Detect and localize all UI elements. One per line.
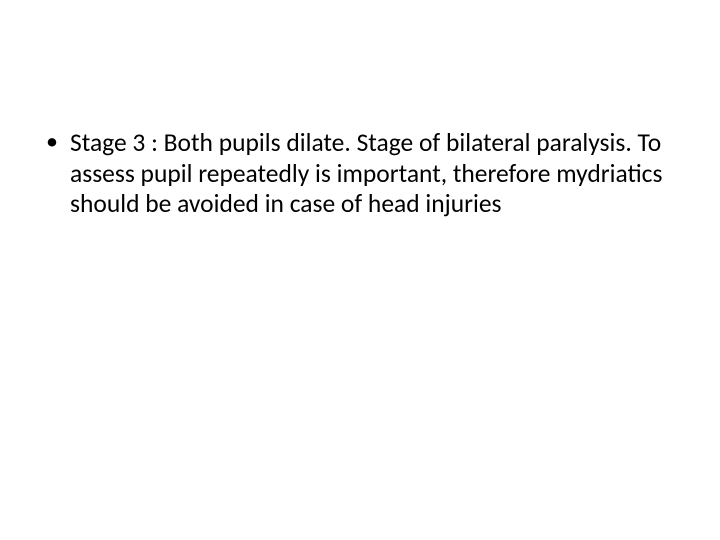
- bullet-item: Stage 3 : Both pupils dilate. Stage of b…: [40, 128, 670, 220]
- slide-body: Stage 3 : Both pupils dilate. Stage of b…: [0, 0, 720, 540]
- bullet-text: Stage 3 : Both pupils dilate. Stage of b…: [70, 127, 662, 219]
- bullet-list: Stage 3 : Both pupils dilate. Stage of b…: [40, 128, 670, 220]
